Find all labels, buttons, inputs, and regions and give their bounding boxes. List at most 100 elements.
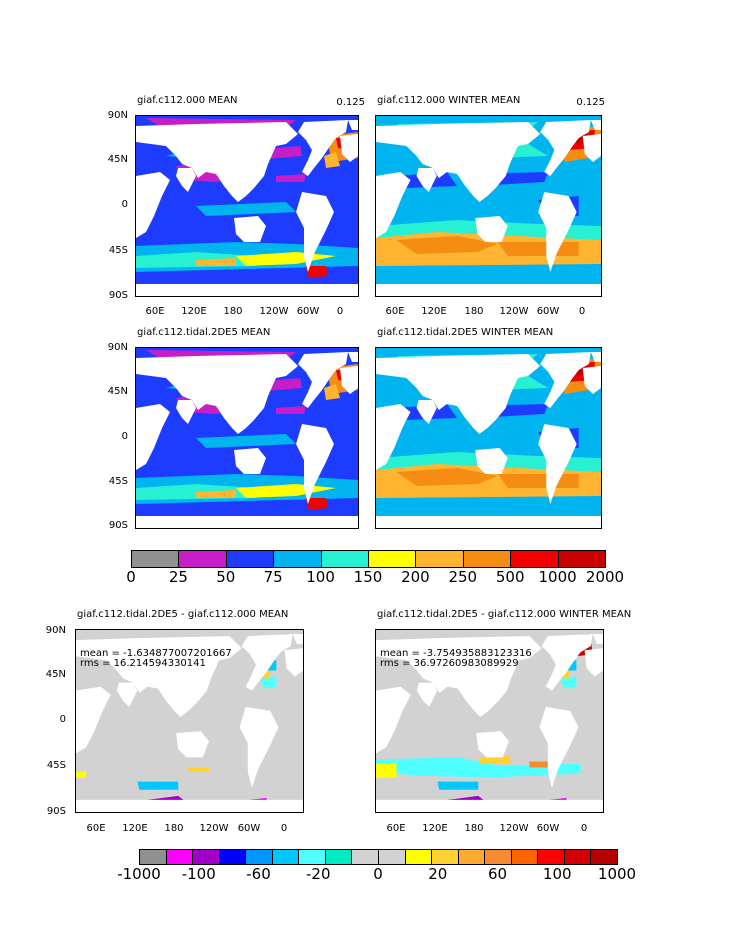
map-frame xyxy=(375,115,602,297)
map-plot xyxy=(376,348,601,528)
map-plot xyxy=(136,116,358,296)
colorbar-box xyxy=(378,849,406,865)
panel-title: giaf.c112.tidal.2DE5 WINTER MEAN xyxy=(377,327,554,338)
field-patch xyxy=(324,384,340,400)
colorbar-box xyxy=(415,550,464,568)
colorbar-label: 150 xyxy=(353,568,383,586)
colorbar-box xyxy=(462,550,512,568)
land-india xyxy=(116,682,138,707)
colorbar-label: 500 xyxy=(495,568,525,586)
land-europe xyxy=(340,366,358,394)
land-greenland xyxy=(592,634,603,645)
land-asia xyxy=(76,636,242,717)
land-samerica xyxy=(539,706,579,788)
ytick: 90N xyxy=(107,342,128,353)
land-africa xyxy=(376,404,411,470)
colorbar-box xyxy=(178,550,227,568)
xtick: 0 xyxy=(280,823,288,834)
land-europe xyxy=(582,366,601,394)
xtick: 180 xyxy=(223,306,243,317)
xtick: 120E xyxy=(122,823,148,834)
field-patch xyxy=(276,406,306,414)
colorbar-box xyxy=(298,849,326,865)
colorbar-label: 50 xyxy=(216,568,236,586)
map-plot xyxy=(376,630,603,812)
land-namerica xyxy=(241,634,293,691)
map-frame xyxy=(75,629,304,813)
mean-label: mean = -3.754935883123316 xyxy=(380,648,532,659)
land-samerica xyxy=(538,424,577,504)
map-plot xyxy=(136,348,358,528)
land-europe xyxy=(584,648,603,677)
land-namerica xyxy=(298,120,348,176)
colorbar-box xyxy=(271,849,300,865)
ytick: 45S xyxy=(108,476,128,487)
land-greenland xyxy=(348,352,358,362)
colorbar-box xyxy=(510,550,559,568)
land-asia xyxy=(136,122,298,202)
land-europe xyxy=(582,134,601,162)
colorbar-box xyxy=(245,849,273,865)
colorbar-box xyxy=(484,849,512,865)
field-patch xyxy=(497,242,579,256)
field-patch xyxy=(306,266,328,278)
land-antarctica xyxy=(136,516,358,528)
colorbar-label: 25 xyxy=(168,568,188,586)
xtick: 0 xyxy=(578,306,586,317)
field-patch xyxy=(376,268,601,284)
xtick: 120W xyxy=(199,823,229,834)
xtick: 180 xyxy=(164,823,184,834)
ytick: 0 xyxy=(59,714,66,725)
panel-title: giaf.c112.000 WINTER MEAN xyxy=(377,95,521,106)
land-australia xyxy=(176,731,209,758)
colorbar-box xyxy=(218,849,247,865)
land-asia xyxy=(376,122,541,202)
ytick: 90S xyxy=(108,520,128,531)
land-greenland xyxy=(590,120,601,130)
land-europe xyxy=(340,134,358,162)
colorbar-label: 250 xyxy=(448,568,478,586)
field-patch xyxy=(396,236,498,254)
colorbar-label: 100 xyxy=(542,865,572,883)
land-asia xyxy=(376,354,541,434)
land-india xyxy=(176,168,196,192)
land-antarctica xyxy=(376,516,601,528)
colorbar-label: 1000 xyxy=(538,568,577,586)
land-namerica xyxy=(298,352,348,408)
ytick: 45N xyxy=(107,154,128,165)
xtick: 120E xyxy=(422,823,448,834)
land-australia xyxy=(234,216,266,242)
colorbar-box xyxy=(139,849,167,865)
land-antarctica xyxy=(76,799,303,812)
colorbar-box xyxy=(404,849,433,865)
land-africa xyxy=(76,686,111,754)
field-patch xyxy=(306,498,328,510)
colorbar-label: 75 xyxy=(263,568,283,586)
field-patch xyxy=(529,761,550,768)
land-samerica xyxy=(296,424,334,504)
land-australia xyxy=(475,216,508,242)
panel-title: giaf.c112.tidal.2DE5 MEAN xyxy=(137,327,271,338)
ytick: 0 xyxy=(121,199,128,210)
panel-title: giaf.c112.000 MEAN xyxy=(137,95,238,106)
land-antarctica xyxy=(376,799,603,812)
map-plot xyxy=(76,630,303,812)
land-greenland xyxy=(590,352,601,362)
colorbar-label: 100 xyxy=(306,568,335,586)
colorbar-label: -20 xyxy=(306,865,331,883)
land-africa xyxy=(136,404,170,470)
colorbar-label: 200 xyxy=(401,568,430,586)
land-antarctica xyxy=(136,284,358,296)
colorbar-box xyxy=(273,550,322,568)
xtick: 60W xyxy=(296,306,320,317)
colorbar-label: 0 xyxy=(126,568,136,586)
map-frame xyxy=(135,115,359,297)
panel-value-label: 0.125 xyxy=(336,97,365,108)
panel-value-label: 0.125 xyxy=(576,97,605,108)
mean-label: mean = -1.634877007201667 xyxy=(80,648,232,659)
land-india xyxy=(176,400,196,424)
field-patch xyxy=(376,757,581,778)
rms-label: rms = 36.97260983089929 xyxy=(380,658,519,669)
land-australia xyxy=(234,448,266,474)
land-asia xyxy=(136,354,298,434)
